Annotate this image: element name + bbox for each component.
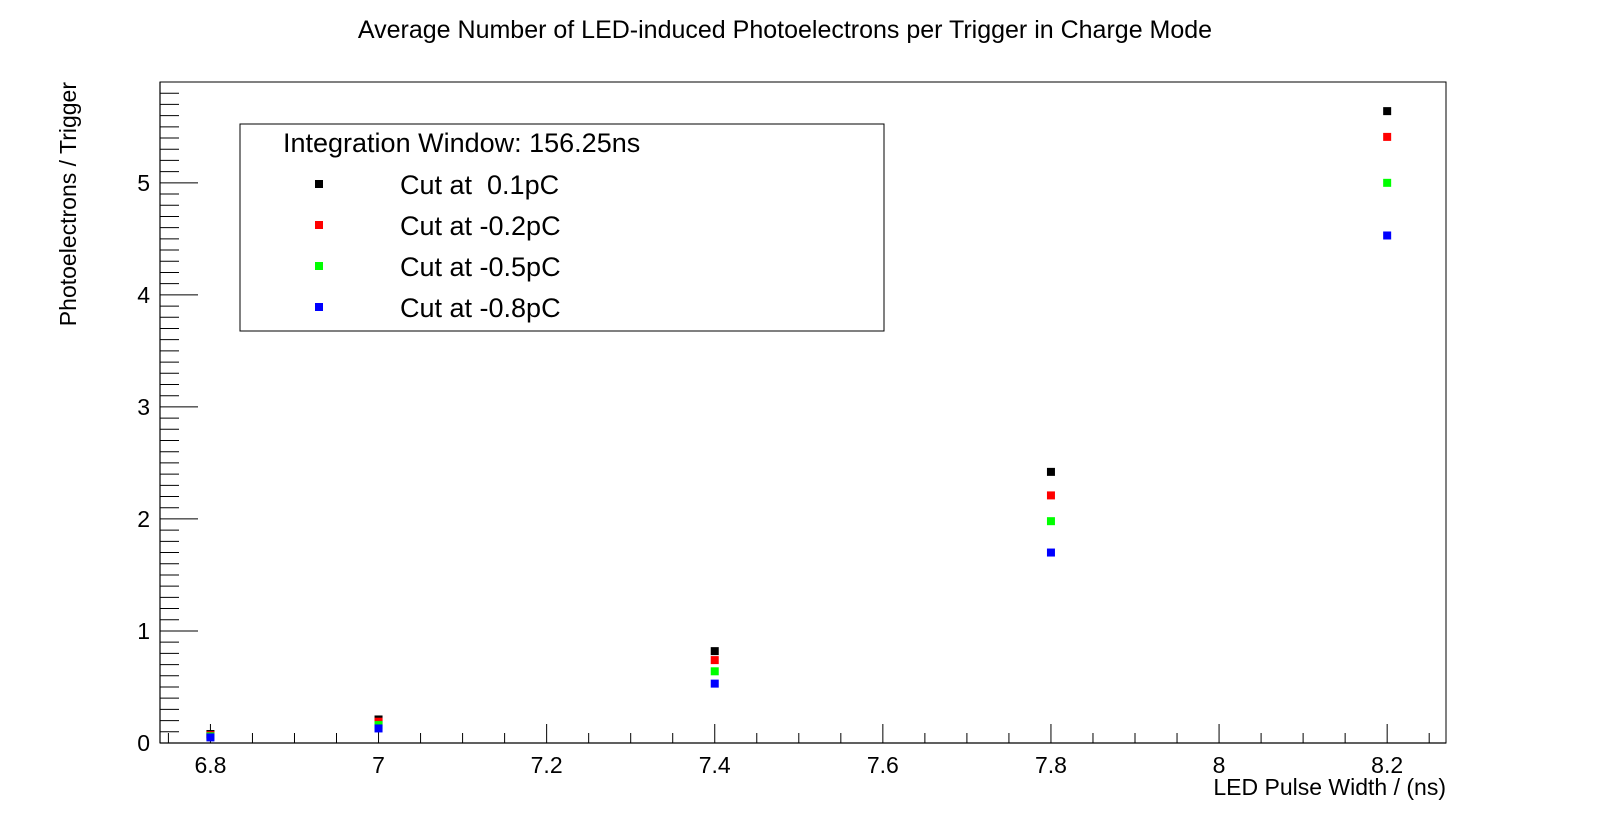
- data-point-series-2: [710, 656, 719, 665]
- y-tick-label: 5: [137, 170, 150, 196]
- y-tick-label: 3: [137, 394, 150, 420]
- data-point-series-2: [1046, 491, 1055, 500]
- x-tick-label: 7: [372, 752, 385, 778]
- legend-entry-label: Cut at -0.8pC: [400, 293, 561, 323]
- legend-marker: [315, 180, 323, 188]
- data-point-series-4: [710, 679, 719, 688]
- data-point-series-4: [374, 724, 383, 733]
- data-point-series-4: [206, 733, 215, 742]
- data-point-series-3: [710, 667, 719, 676]
- y-axis: 0 1 2 3 4 5: [137, 82, 198, 756]
- data-point-series-1: [710, 647, 719, 656]
- y-tick-label: 0: [137, 730, 150, 756]
- data-point-series-4: [1046, 548, 1055, 557]
- legend-entry-label: Cut at -0.5pC: [400, 252, 561, 282]
- legend-entry-label: Cut at 0.1pC: [400, 170, 559, 200]
- x-axis-label: LED Pulse Width / (ns): [1213, 774, 1446, 800]
- x-tick-label: 6.8: [194, 752, 226, 778]
- data-points: [206, 107, 1392, 742]
- y-axis-label: Photoelectrons / Trigger: [55, 82, 81, 327]
- x-axis: 6.8 7 7.2 7.4 7.6 7.8 8 8.2: [160, 724, 1446, 778]
- data-point-series-3: [1383, 178, 1392, 187]
- data-point-series-2: [1383, 132, 1392, 141]
- legend-box: [239, 123, 885, 332]
- legend-entry-label: Cut at -0.2pC: [400, 211, 561, 241]
- data-point-series-1: [1046, 467, 1055, 476]
- x-tick-label: 8: [1213, 752, 1226, 778]
- chart-title: Average Number of LED-induced Photoelect…: [358, 16, 1212, 44]
- legend: Integration Window: 156.25ns Cut at 0.1p…: [239, 123, 885, 332]
- legend-marker: [315, 262, 323, 270]
- legend-marker: [315, 303, 323, 311]
- y-tick-label: 1: [137, 618, 150, 644]
- y-tick-label: 2: [137, 506, 150, 532]
- data-point-series-3: [1046, 517, 1055, 526]
- x-tick-label: 7.6: [867, 752, 899, 778]
- x-tick-label: 8.2: [1371, 752, 1403, 778]
- x-tick-label: 7.2: [531, 752, 563, 778]
- x-tick-label: 7.4: [699, 752, 731, 778]
- legend-entries: Cut at 0.1pC Cut at -0.2pC Cut at -0.5pC Cu…: [315, 170, 561, 323]
- y-tick-label: 4: [137, 282, 150, 308]
- legend-header: Integration Window: 156.25ns: [283, 128, 640, 158]
- legend-marker: [315, 221, 323, 229]
- x-tick-label: 7.8: [1035, 752, 1067, 778]
- data-point-series-1: [1383, 107, 1392, 116]
- data-point-series-4: [1383, 231, 1392, 240]
